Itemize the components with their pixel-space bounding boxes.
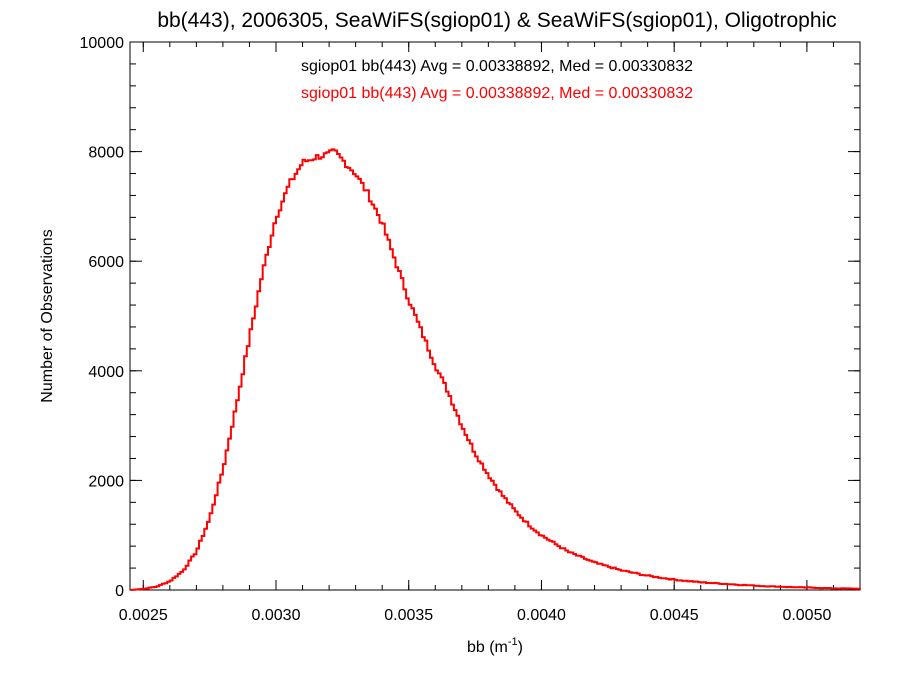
- y-tick-label: 2000: [88, 473, 124, 490]
- histogram-series-line: [130, 148, 861, 591]
- y-tick-labels: 0 2000 4000 6000 8000 10000: [80, 35, 125, 600]
- plot-frame: [129, 41, 861, 591]
- x-axis-label-suffix: ): [518, 639, 523, 656]
- x-axis-label-prefix: bb (m: [467, 639, 508, 656]
- x-tick-labels: 0.0025 0.0030 0.0035 0.0040 0.0045 0.0050: [119, 607, 832, 624]
- x-tick-label: 0.0030: [252, 607, 301, 624]
- legend-entry-red: sgiop01 bb(443) Avg = 0.00338892, Med = …: [301, 85, 693, 102]
- x-tick-label: 0.0045: [650, 607, 699, 624]
- y-tick-label: 10000: [80, 35, 125, 52]
- x-tick-label: 0.0050: [782, 607, 831, 624]
- x-axis-label-superscript: -1: [508, 636, 518, 648]
- x-tick-label: 0.0025: [119, 607, 168, 624]
- axis-ticks: [130, 41, 861, 591]
- x-tick-label: 0.0040: [517, 607, 566, 624]
- legend-entry-black: sgiop01 bb(443) Avg = 0.00338892, Med = …: [301, 58, 693, 75]
- chart-title: bb(443), 2006305, SeaWiFS(sgiop01) & Sea…: [157, 9, 836, 32]
- y-tick-label: 6000: [88, 254, 124, 271]
- y-tick-label: 4000: [88, 364, 124, 381]
- y-tick-label: 8000: [88, 145, 124, 162]
- y-axis-label: Number of Observations: [39, 229, 56, 402]
- x-tick-label: 0.0035: [384, 607, 433, 624]
- x-axis-label: bb (m-1): [467, 636, 523, 656]
- y-tick-label: 0: [115, 583, 124, 600]
